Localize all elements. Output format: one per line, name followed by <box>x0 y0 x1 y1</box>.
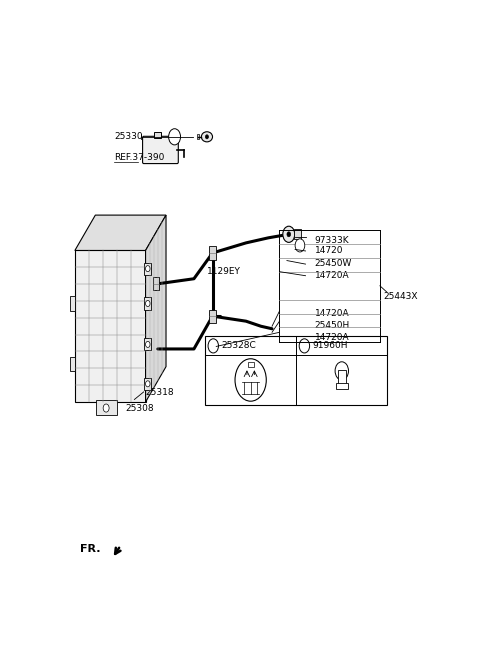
Bar <box>336 383 348 389</box>
Circle shape <box>168 129 180 145</box>
Bar <box>70 357 75 371</box>
Circle shape <box>287 232 290 237</box>
Bar <box>248 362 253 367</box>
Text: 25330: 25330 <box>114 133 143 141</box>
Text: 25450W: 25450W <box>315 258 352 268</box>
Text: 25450H: 25450H <box>315 321 350 330</box>
Circle shape <box>208 338 218 353</box>
Text: FR.: FR. <box>81 544 101 554</box>
Ellipse shape <box>202 132 213 142</box>
Text: b: b <box>302 341 307 350</box>
Circle shape <box>103 404 109 412</box>
Text: 97333K: 97333K <box>315 236 349 245</box>
Circle shape <box>205 134 208 139</box>
Circle shape <box>335 362 348 380</box>
FancyBboxPatch shape <box>143 136 178 163</box>
Circle shape <box>145 300 150 306</box>
Bar <box>153 277 159 291</box>
Bar <box>144 262 151 275</box>
Text: 1129EY: 1129EY <box>207 267 241 276</box>
Polygon shape <box>145 215 166 402</box>
Bar <box>209 247 216 260</box>
Bar <box>205 337 387 405</box>
Text: 14720A: 14720A <box>315 309 349 318</box>
Circle shape <box>145 341 150 348</box>
Bar <box>196 134 199 139</box>
Text: 14720: 14720 <box>315 246 343 255</box>
Text: REF.37-390: REF.37-390 <box>114 152 164 161</box>
Circle shape <box>283 226 295 242</box>
Polygon shape <box>75 215 166 251</box>
Circle shape <box>145 380 150 387</box>
Bar <box>294 229 301 239</box>
Text: b: b <box>298 241 302 250</box>
Circle shape <box>299 338 310 353</box>
Text: 14720A: 14720A <box>315 333 349 342</box>
Bar <box>96 400 117 415</box>
Bar <box>154 132 161 138</box>
Text: 25318: 25318 <box>145 388 174 398</box>
Circle shape <box>295 239 305 252</box>
Text: 25308: 25308 <box>125 403 154 413</box>
Text: 25443X: 25443X <box>384 293 418 301</box>
Text: 14720A: 14720A <box>315 271 349 280</box>
Polygon shape <box>75 251 145 402</box>
Circle shape <box>145 266 150 272</box>
Circle shape <box>235 359 266 401</box>
Bar <box>70 297 75 310</box>
Bar <box>338 370 346 384</box>
Text: 91960H: 91960H <box>312 341 348 350</box>
Bar <box>144 297 151 310</box>
Text: 25328C: 25328C <box>221 341 256 350</box>
Bar <box>144 378 151 390</box>
Text: a: a <box>172 133 177 141</box>
Bar <box>209 310 216 323</box>
Text: a: a <box>211 341 216 350</box>
Bar <box>144 338 151 350</box>
